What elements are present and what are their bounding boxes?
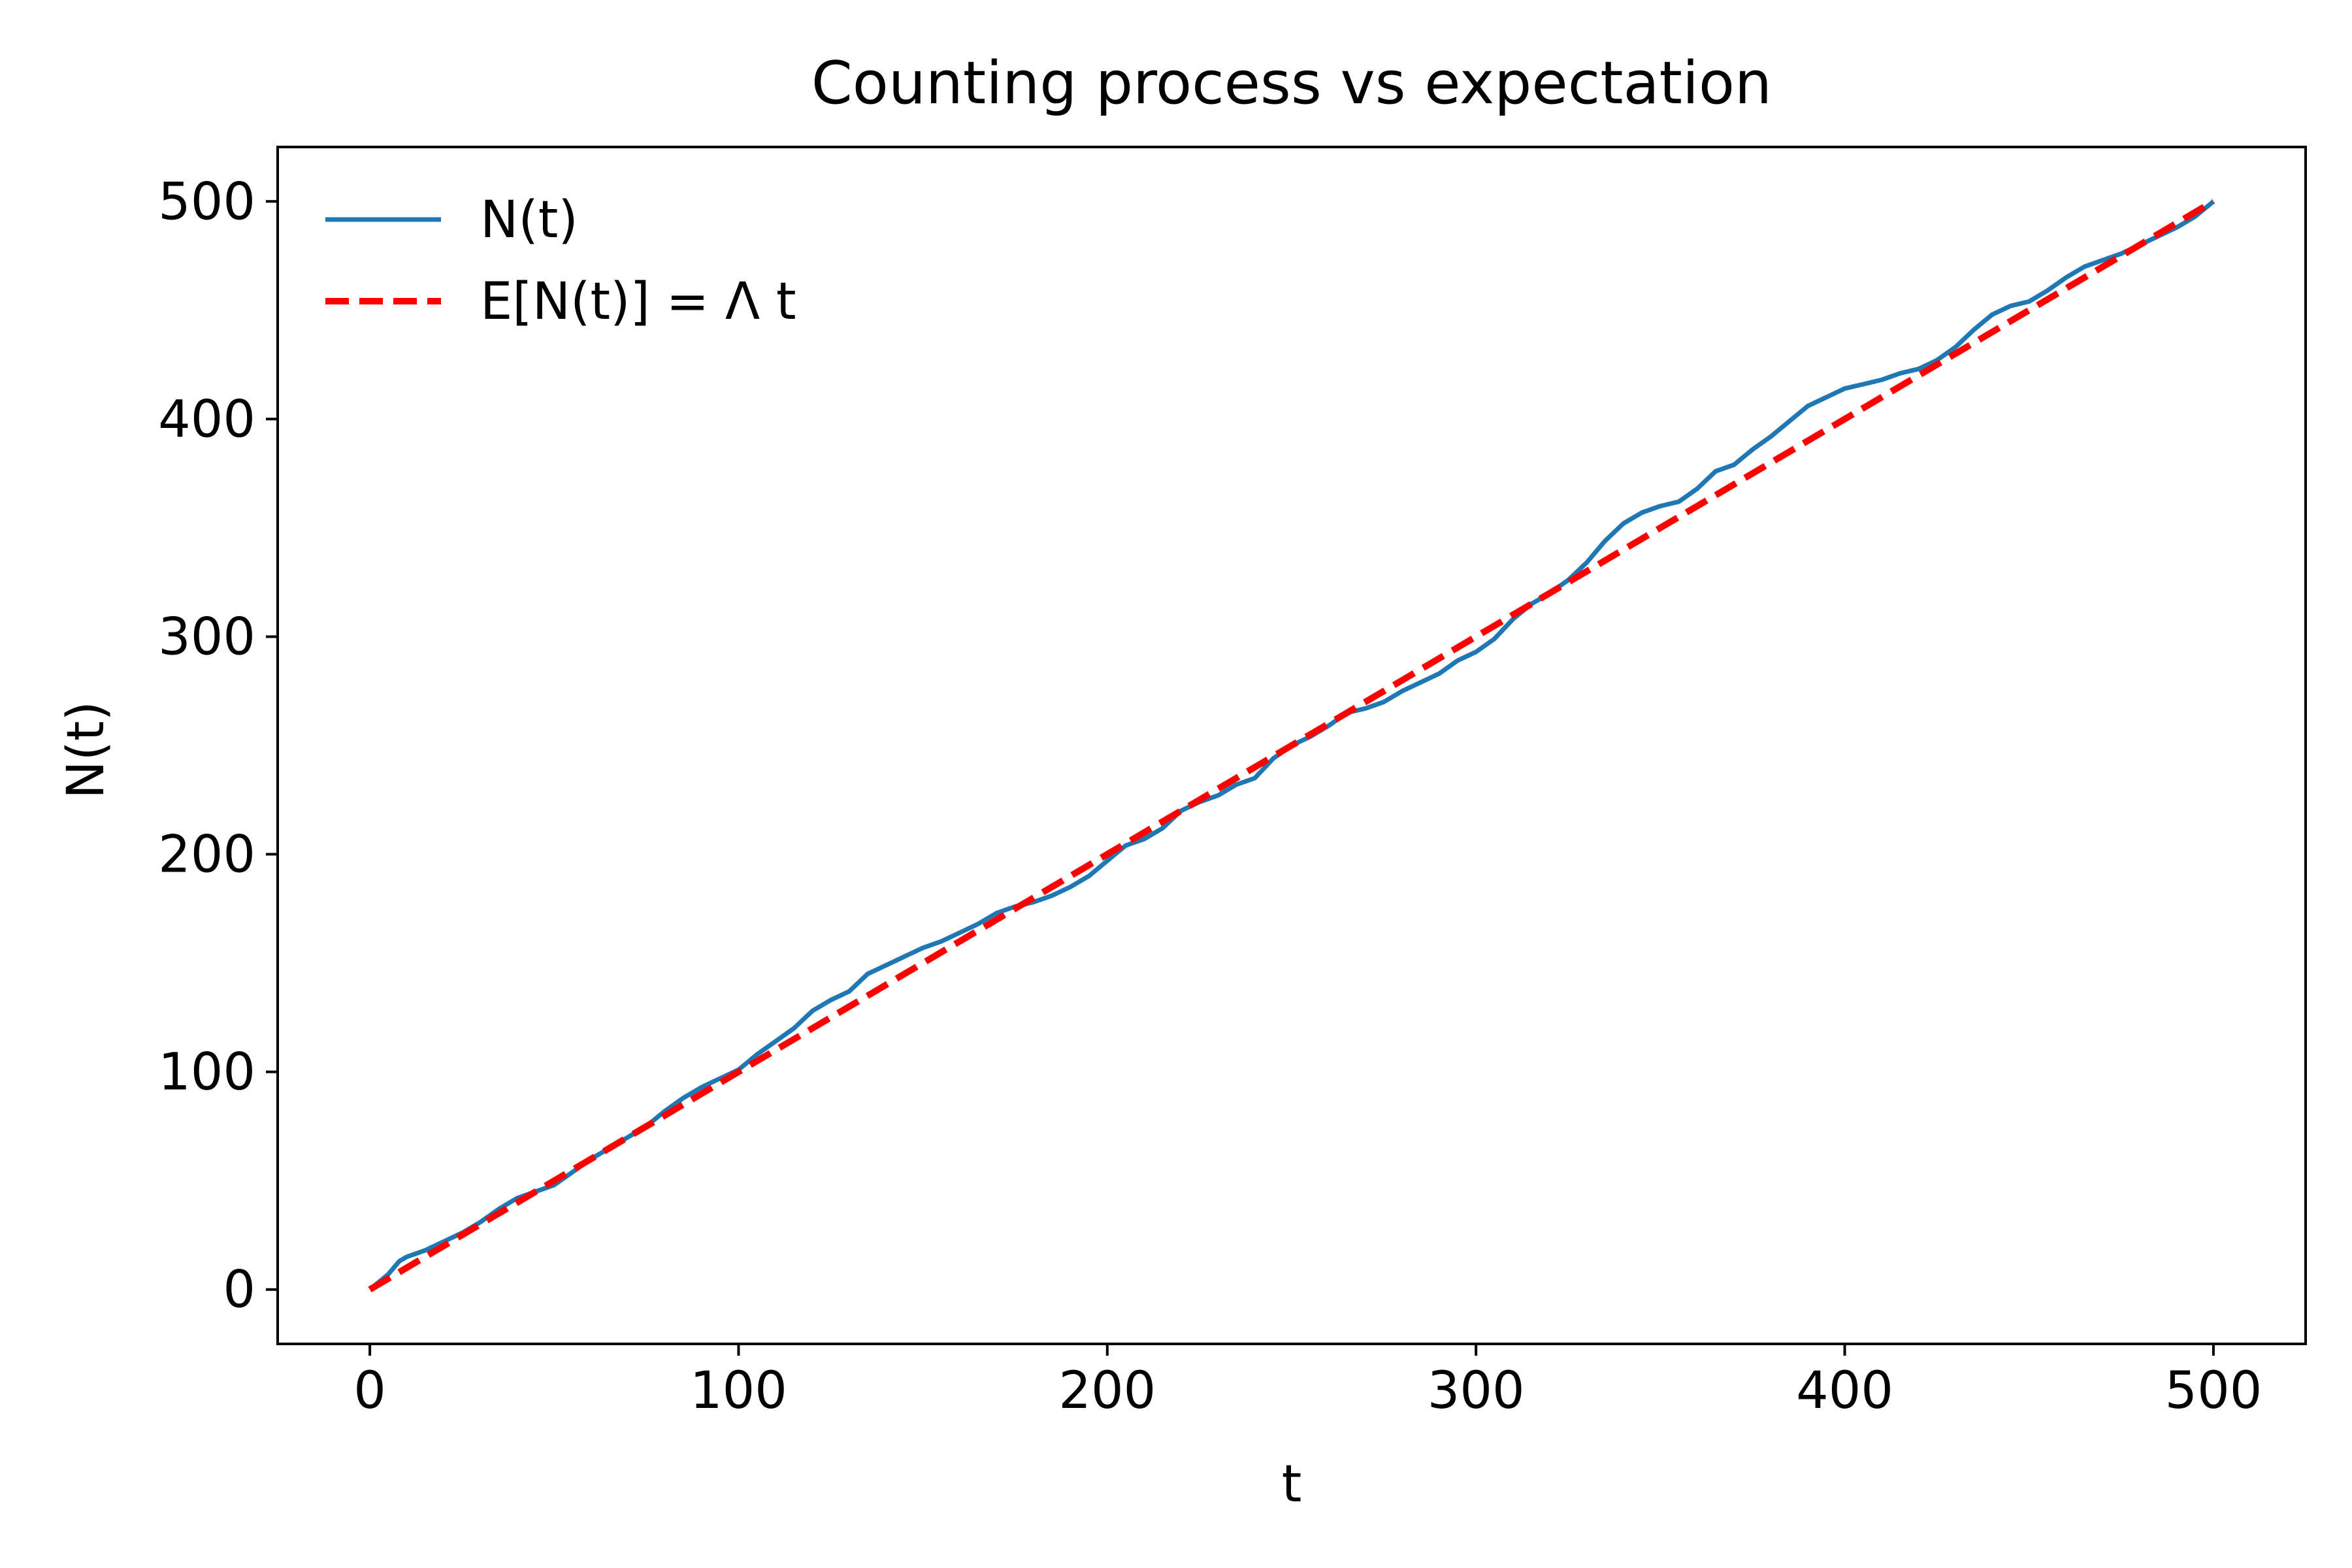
y-tick-label: 0 [223,1261,255,1320]
x-tick-label: 300 [1428,1362,1525,1420]
legend-label-0: N(t) [480,191,578,250]
x-axis: 0 100 200 300 400 500 [353,1344,2262,1420]
x-tick-label: 500 [2164,1362,2262,1420]
x-tick-label: 100 [690,1362,787,1420]
x-tick-label: 200 [1058,1362,1156,1420]
y-axis: 0 100 200 300 400 500 [158,172,278,1320]
y-tick-label: 500 [158,172,255,231]
y-tick-label: 100 [158,1043,255,1102]
plot-area [368,198,2215,1293]
x-tick-label: 0 [353,1362,386,1420]
y-tick-label: 400 [158,390,255,449]
series-line-1 [368,198,2215,1293]
y-tick-label: 300 [158,608,255,666]
legend: N(t) E[N(t)] = Λ t [325,191,796,331]
chart-title: Counting process vs expectation [811,49,1772,118]
y-tick-label: 200 [158,826,255,885]
legend-label-1: E[N(t)] = Λ t [480,272,796,331]
y-axis-label: N(t) [57,701,116,799]
plot-frame [276,146,2307,1345]
x-tick-label: 400 [1796,1362,1893,1420]
x-axis-label: t [1282,1455,1302,1514]
